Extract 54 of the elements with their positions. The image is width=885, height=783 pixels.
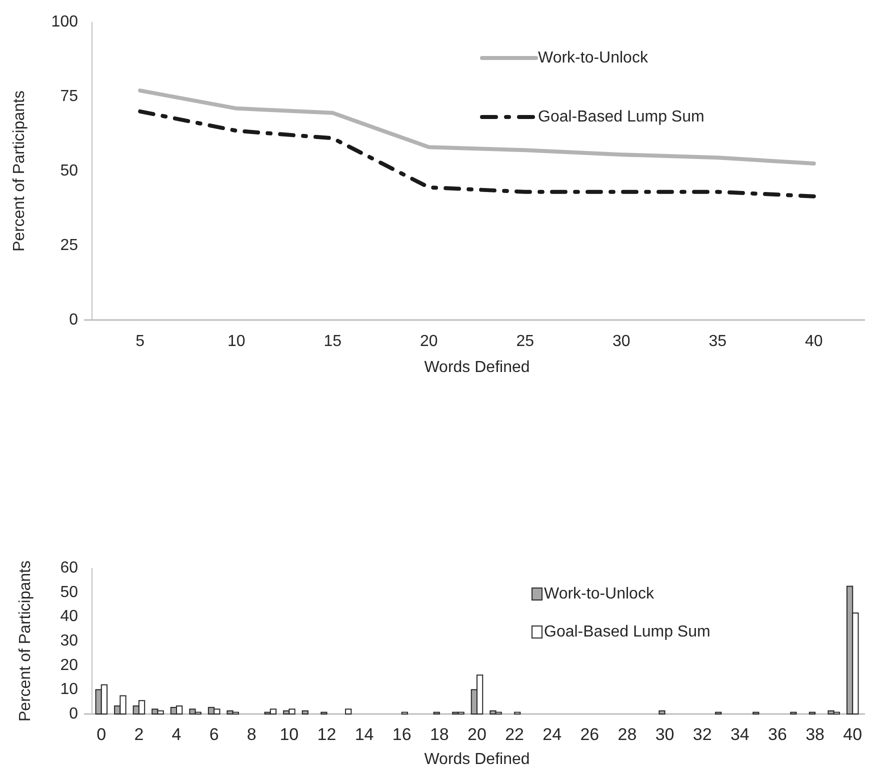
x-tick-label: 36 [768, 725, 787, 744]
x-tick-label: 10 [227, 333, 246, 350]
x-tick-label: 6 [209, 725, 219, 744]
x-tick-label: 12 [317, 725, 336, 744]
x-tick-label: 34 [730, 725, 750, 744]
x-axis-title: Words Defined [424, 751, 530, 768]
x-tick-label: 8 [246, 725, 256, 744]
bar [658, 710, 666, 714]
x-tick-label: 38 [806, 725, 825, 744]
legend-label: Goal-Based Lump Sum [544, 624, 710, 640]
x-tick-label: 25 [516, 333, 534, 350]
legend-label: Work-to-Unlock [538, 50, 649, 66]
bar [345, 708, 352, 714]
x-tick-label: 26 [580, 725, 600, 744]
x-tick-label: 15 [324, 333, 342, 350]
y-tick-label: 100 [51, 14, 78, 30]
x-tick-label: 20 [468, 725, 486, 744]
x-tick-label: 32 [692, 725, 712, 744]
x-tick-label: 40 [804, 333, 823, 350]
y-tick-label: 60 [60, 560, 78, 576]
line-series [138, 88, 816, 166]
x-tick-label: 30 [612, 333, 630, 350]
x-tick-label: 40 [843, 725, 862, 744]
y-tick-label: 30 [60, 632, 78, 650]
y-tick-label: 20 [60, 656, 78, 674]
legend-label: Goal-Based Lump Sum [538, 108, 704, 126]
bar [302, 710, 308, 714]
y-tick-label: 25 [60, 237, 78, 254]
x-tick-label: 5 [136, 333, 145, 350]
x-tick-label: 18 [430, 725, 449, 744]
y-tick-label: 40 [60, 608, 78, 626]
legend-label: Work-to-Unlock [544, 586, 655, 602]
x-tick-label: 30 [655, 725, 674, 744]
x-tick-label: 22 [505, 725, 524, 744]
x-tick-label: 2 [134, 725, 144, 744]
x-tick-label: 24 [542, 725, 562, 744]
x-tick-label: 28 [618, 725, 637, 744]
y-tick-label: 50 [60, 584, 78, 601]
x-tick-label: 16 [392, 725, 412, 744]
x-axis-title: Words Defined [424, 359, 530, 376]
y-tick-label: 75 [60, 88, 78, 105]
y-tick-label: 0 [69, 706, 78, 722]
y-axis-title: Percent of Participants [17, 560, 34, 722]
x-tick-label: 20 [420, 333, 438, 350]
x-tick-label: 14 [354, 725, 374, 744]
y-axis-title: Percent of Participants [11, 90, 28, 252]
x-tick-label: 4 [172, 725, 182, 744]
y-tick-label: 10 [60, 681, 78, 698]
x-tick-label: 35 [708, 333, 727, 350]
y-tick-label: 0 [69, 312, 78, 328]
y-tick-label: 50 [60, 162, 78, 180]
x-tick-label: 10 [280, 725, 299, 744]
x-tick-label: 0 [96, 725, 106, 744]
line-series [138, 109, 816, 198]
